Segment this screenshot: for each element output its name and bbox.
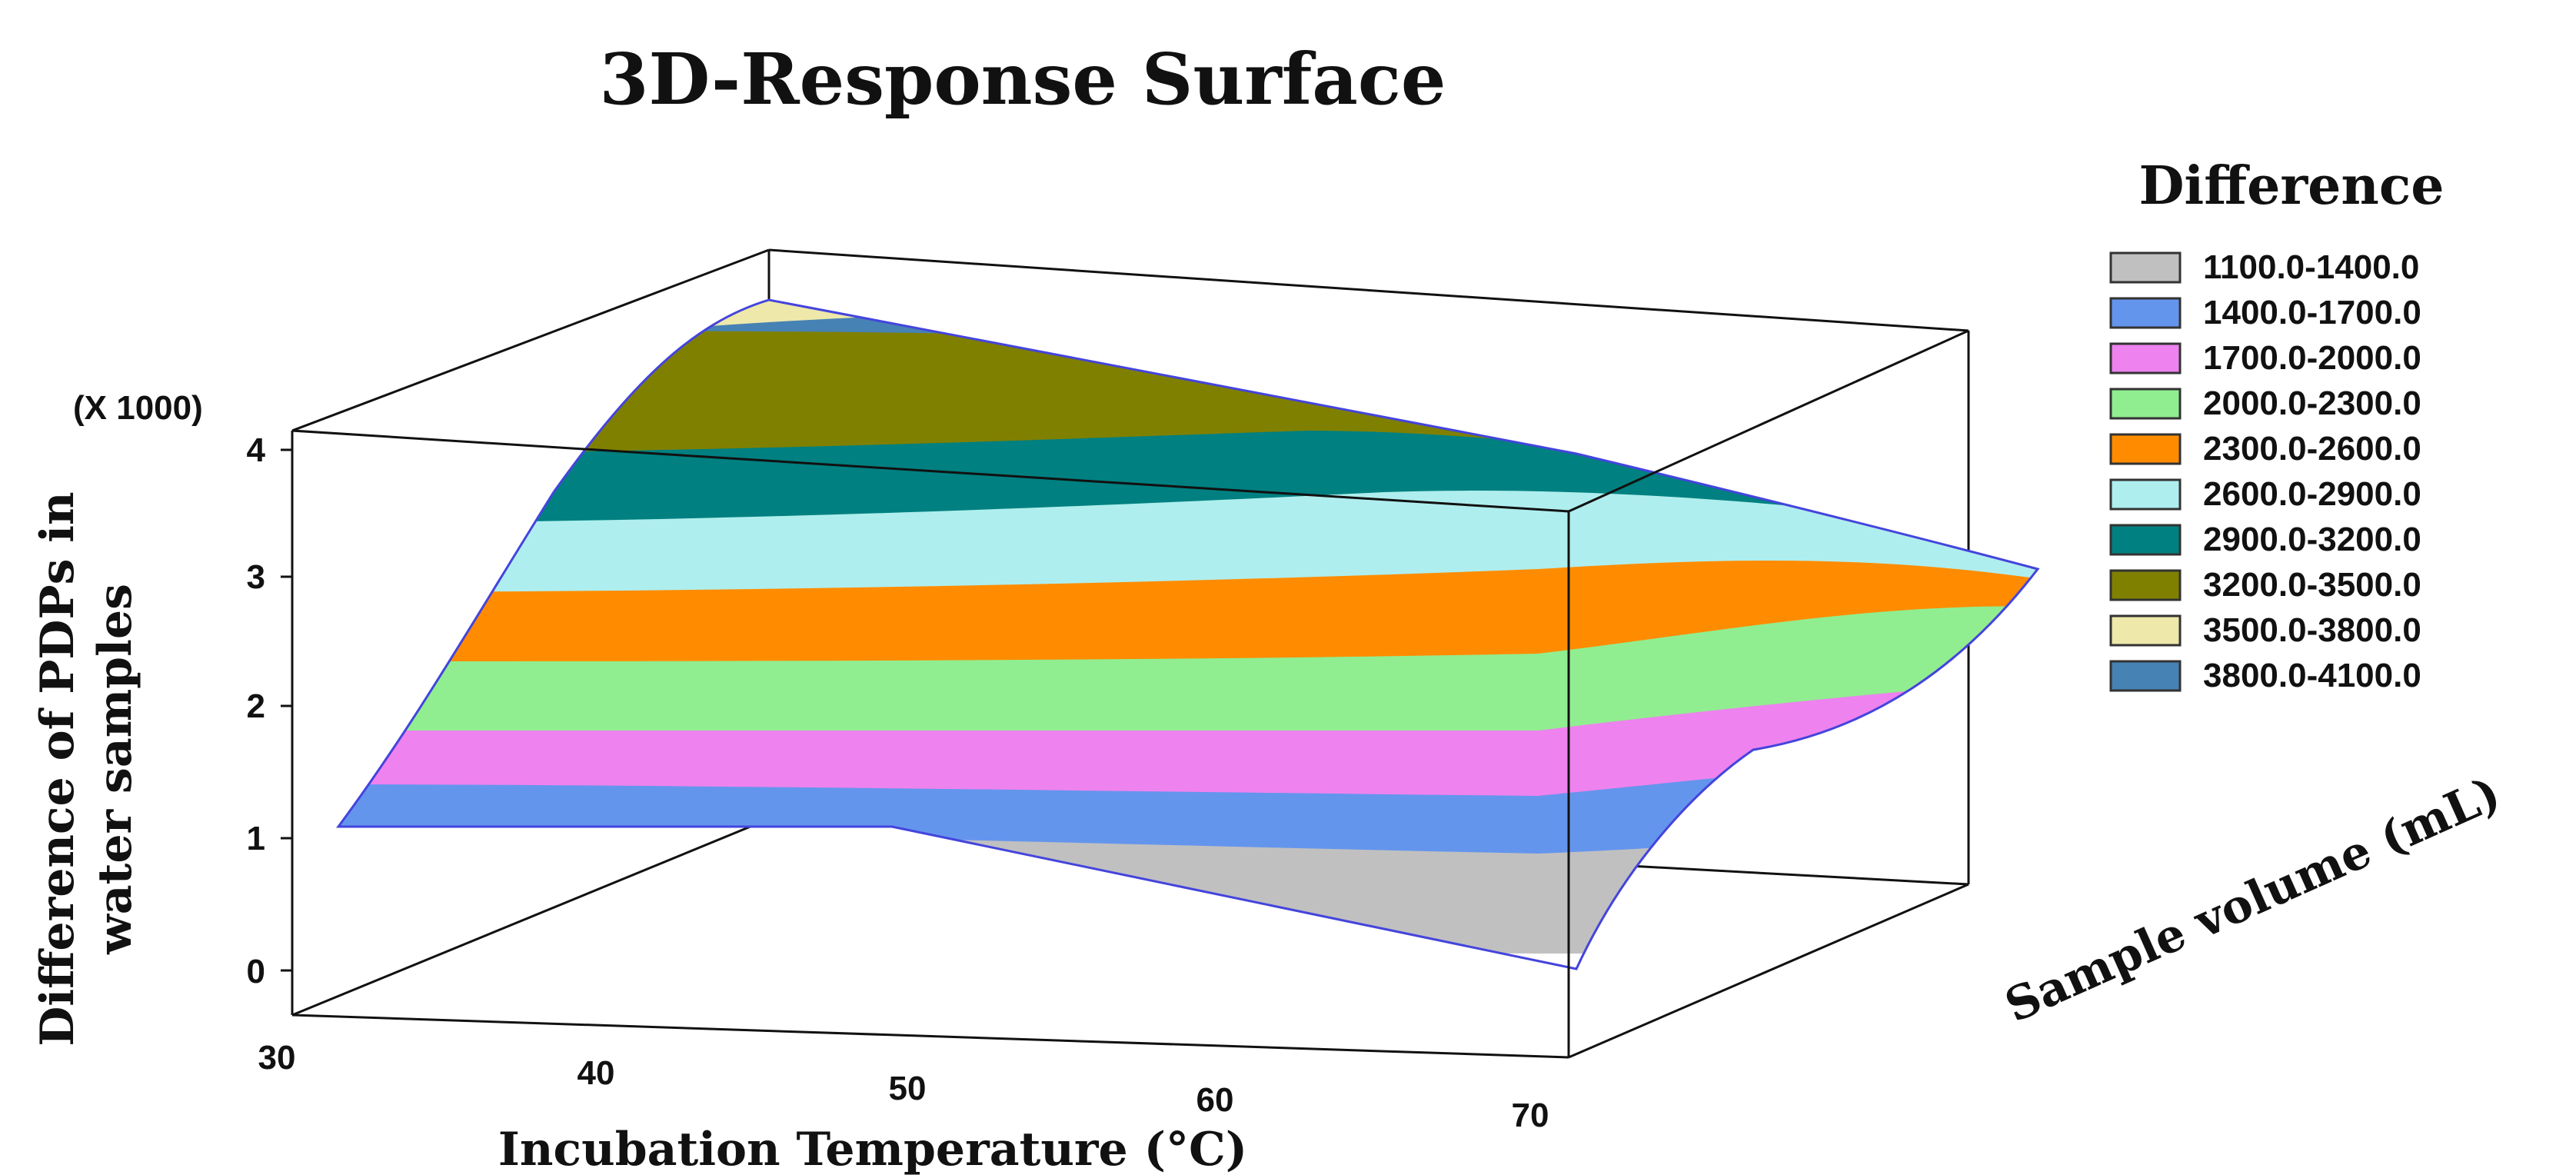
legend-label-9: 3800.0-4100.0 — [2203, 657, 2421, 694]
legend-swatch-6 — [2109, 524, 2182, 556]
surface — [338, 300, 2038, 969]
z-tick-1: 1 — [247, 820, 265, 857]
legend-label-2: 1700.0-2000.0 — [2203, 339, 2421, 377]
x-tick-50: 50 — [889, 1070, 927, 1107]
legend-swatch-0 — [2109, 251, 2182, 284]
legend-label-6: 2900.0-3200.0 — [2203, 521, 2421, 558]
legend-title: Difference — [2138, 155, 2444, 217]
legend-swatch-4 — [2109, 433, 2182, 465]
legend-swatch-2 — [2109, 342, 2182, 374]
legend-swatch-1 — [2109, 297, 2182, 329]
x-tick-40: 40 — [577, 1054, 615, 1092]
x-tick-30: 30 — [258, 1039, 296, 1077]
legend-label-0: 1100.0-1400.0 — [2203, 248, 2419, 286]
z-tick-0: 0 — [247, 953, 265, 990]
surface-underside — [338, 923, 2038, 969]
legend-swatch-5 — [2109, 478, 2182, 511]
legend-swatch-9 — [2109, 660, 2182, 692]
z-tick-3: 3 — [247, 558, 265, 596]
x-axis-label: Incubation Temperature (°C) — [498, 1123, 1247, 1175]
legend-label-1: 1400.0-1700.0 — [2203, 294, 2421, 331]
z-axis: (X 1000) 0 1 2 3 4 Difference of PDPs in… — [31, 389, 292, 1047]
x-tick-70: 70 — [1512, 1097, 1549, 1134]
legend: Difference 1100.0-1400.0 1400.0-1700.0 170… — [2109, 155, 2445, 694]
legend-label-3: 2000.0-2300.0 — [2203, 384, 2421, 422]
legend-label-5: 2600.0-2900.0 — [2203, 475, 2421, 513]
surface-outline — [336, 298, 2040, 970]
y-axis: Sample volume (mL) — [1998, 767, 2508, 1034]
legend-label-4: 2300.0-2600.0 — [2203, 430, 2421, 468]
z-multiplier: (X 1000) — [73, 389, 203, 427]
legend-swatch-3 — [2109, 388, 2182, 420]
z-tick-4: 4 — [247, 431, 266, 469]
plot-box-front — [291, 329, 1969, 1059]
z-axis-label-line1: Difference of PDPs in — [31, 491, 85, 1046]
z-tick-2: 2 — [247, 687, 265, 725]
chart-title: 3D-Response Surface — [600, 38, 1446, 121]
x-tick-60: 60 — [1196, 1081, 1234, 1119]
legend-label-8: 3500.0-3800.0 — [2203, 611, 2421, 649]
legend-swatch-7 — [2109, 569, 2182, 601]
legend-label-7: 3200.0-3500.0 — [2203, 566, 2421, 604]
z-axis-label-line2: water samples — [88, 584, 142, 955]
legend-swatch-8 — [2109, 614, 2182, 647]
x-axis: 30 40 50 60 70 Incubation Temperature (°… — [258, 1039, 1549, 1175]
y-axis-label: Sample volume (mL) — [1998, 767, 2508, 1034]
